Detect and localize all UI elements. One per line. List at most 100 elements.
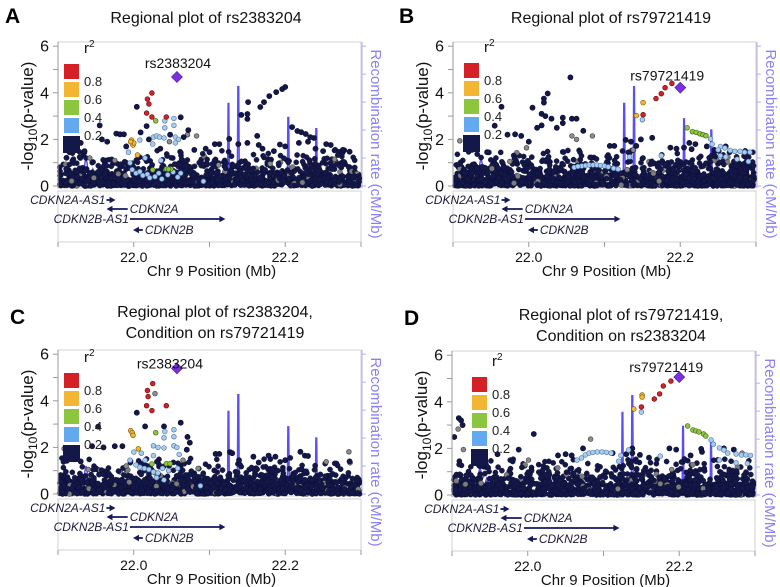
snp-point bbox=[520, 153, 527, 160]
snp-point bbox=[115, 171, 122, 177]
gene-label: CDKN2A-AS1 bbox=[30, 501, 105, 515]
legend-title: r2 bbox=[84, 348, 95, 366]
y-tick-label: 2 bbox=[435, 132, 444, 149]
legend-label: 0.2 bbox=[84, 128, 102, 143]
snp-point bbox=[111, 443, 118, 450]
snp-point bbox=[526, 172, 533, 178]
snp-point bbox=[150, 141, 156, 147]
snp-point bbox=[130, 176, 137, 182]
snp-point bbox=[154, 458, 160, 465]
gene-strand-arrow-icon bbox=[504, 196, 511, 204]
snp-point bbox=[225, 180, 231, 187]
snp-point bbox=[137, 129, 144, 136]
snp-point bbox=[345, 164, 352, 170]
snp-point bbox=[149, 90, 155, 96]
snp-point bbox=[470, 176, 477, 183]
snp-point bbox=[272, 453, 279, 460]
snp-point bbox=[149, 407, 155, 414]
snp-point bbox=[184, 481, 191, 488]
snp-point bbox=[194, 176, 201, 183]
snp-point bbox=[299, 179, 306, 186]
snp-point bbox=[228, 153, 235, 159]
recombination-axis-label: Recombination rate (cM/Mb) bbox=[762, 49, 779, 238]
snp-point bbox=[669, 166, 676, 173]
gene-strand-arrow-icon bbox=[109, 504, 116, 512]
snp-point bbox=[703, 143, 710, 150]
snp-point bbox=[254, 169, 261, 175]
snp-point bbox=[175, 174, 181, 180]
legend-swatch bbox=[464, 63, 479, 78]
snp-point bbox=[245, 99, 251, 105]
snp-point bbox=[745, 158, 752, 165]
snp-point bbox=[658, 166, 664, 172]
snp-point bbox=[257, 104, 264, 110]
snp-point bbox=[142, 155, 148, 161]
snp-point bbox=[88, 472, 94, 478]
snp-point bbox=[143, 123, 150, 129]
snp-point bbox=[288, 488, 295, 495]
legend-label: 0.6 bbox=[84, 401, 102, 416]
panel-title-line: Condition on rs2383204 bbox=[536, 328, 706, 345]
snp-point bbox=[171, 115, 177, 122]
snp-point bbox=[91, 175, 97, 181]
snp-point bbox=[311, 135, 317, 141]
snp-point bbox=[280, 470, 287, 477]
snp-point bbox=[89, 443, 95, 450]
snp-point bbox=[153, 179, 160, 185]
snp-point bbox=[294, 182, 301, 188]
legend-label: 0.8 bbox=[484, 73, 502, 88]
legend-label: 0.4 bbox=[84, 110, 102, 125]
gene-strand-arrow-icon bbox=[219, 215, 226, 223]
snp-point bbox=[161, 423, 167, 430]
snp-point bbox=[221, 481, 227, 487]
y-tick-label: 0 bbox=[435, 179, 444, 196]
snp-point bbox=[334, 152, 341, 158]
snp-point bbox=[215, 463, 221, 469]
gene: CDKN2A bbox=[501, 202, 573, 216]
snp-point bbox=[524, 165, 530, 172]
snp-point bbox=[211, 484, 218, 491]
snp-point bbox=[79, 489, 85, 495]
snp-point bbox=[454, 151, 461, 158]
panel-title-a: Regional plot of rs2383204 bbox=[6, 8, 406, 29]
snp-point bbox=[265, 150, 272, 157]
y-tick-label: 6 bbox=[40, 347, 49, 364]
snp-point bbox=[722, 145, 728, 151]
y-tick-label: 0 bbox=[40, 179, 49, 196]
snp-point bbox=[339, 479, 346, 486]
legend-label: 0.6 bbox=[484, 91, 502, 106]
panel-title-b: Regional plot of rs79721419 bbox=[411, 8, 780, 29]
snp-point bbox=[172, 140, 179, 146]
snp-point bbox=[640, 99, 646, 106]
snp-point bbox=[629, 165, 636, 171]
snp-point bbox=[175, 460, 181, 466]
snp-point bbox=[57, 472, 64, 478]
snp-point bbox=[562, 155, 568, 161]
snp-point bbox=[208, 171, 214, 178]
snp-point bbox=[138, 471, 144, 478]
snp-point bbox=[304, 482, 311, 489]
panel-title-line: Regional plot of rs79721419, bbox=[518, 307, 724, 324]
snp-point bbox=[297, 448, 304, 455]
snp-point bbox=[59, 488, 65, 495]
y-axis-label-base: -log bbox=[18, 142, 37, 170]
snp-point bbox=[69, 469, 76, 476]
snp-point bbox=[286, 175, 292, 182]
snp-series bbox=[149, 429, 173, 467]
snp-point bbox=[102, 171, 108, 177]
snp-point bbox=[281, 172, 288, 179]
snp-point bbox=[206, 463, 212, 470]
snp-point bbox=[180, 457, 186, 463]
gene: CDKN2B bbox=[132, 531, 194, 545]
x-axis-label: Chr 9 Position (Mb) bbox=[147, 263, 276, 280]
panel-label-a: A bbox=[5, 5, 21, 28]
snp-point bbox=[155, 444, 161, 451]
snp-point bbox=[176, 451, 182, 458]
snp-point bbox=[120, 489, 126, 496]
snp-point bbox=[587, 154, 593, 161]
snp-point bbox=[127, 457, 133, 463]
snp-point bbox=[675, 168, 682, 174]
snp-point bbox=[126, 479, 132, 485]
snp-point bbox=[332, 146, 339, 153]
snp-point bbox=[177, 114, 184, 121]
